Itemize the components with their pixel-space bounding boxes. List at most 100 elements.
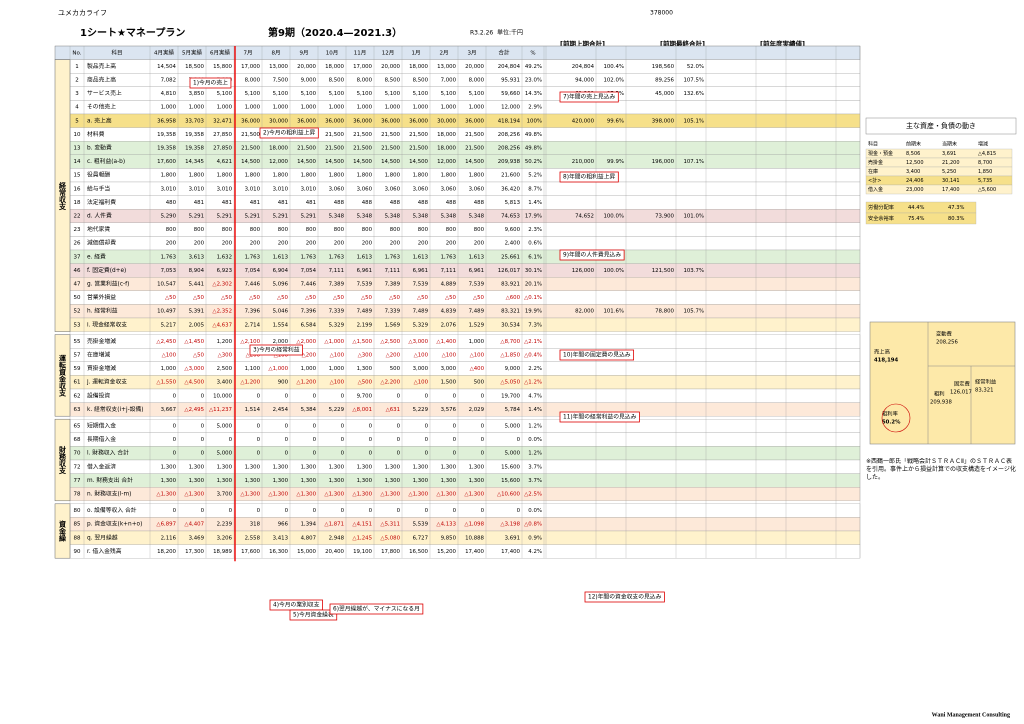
cell: 5,291 <box>301 214 316 220</box>
cell: 21,500 <box>409 132 428 138</box>
cell: 10,547 <box>157 282 176 288</box>
cell: 800 <box>334 227 345 233</box>
cell: 2,000 <box>273 339 289 345</box>
side-cell: 8,506 <box>906 151 920 157</box>
cell: 1,800 <box>385 173 401 179</box>
cell: 0.0% <box>528 508 542 514</box>
extra-cell: 107.1% <box>683 159 704 165</box>
cell: 0 <box>453 451 457 457</box>
cell: 18,000 <box>437 146 456 152</box>
cell: 1,529 <box>469 322 485 328</box>
cell: 36,958 <box>157 118 176 124</box>
cell: 32,471 <box>213 118 232 124</box>
cell: 5,100 <box>469 91 485 97</box>
cell: 0 <box>257 393 261 399</box>
cell: △2.1% <box>524 339 542 345</box>
date: R3.2.26 <box>470 30 493 37</box>
cell: 1,300 <box>245 478 261 484</box>
cell: 488 <box>362 200 373 206</box>
cell: 0 <box>173 508 177 514</box>
cell: 200 <box>418 241 429 247</box>
cell: 1,800 <box>357 173 373 179</box>
row-label: h. 経常利益 <box>87 307 118 315</box>
cell: 7,539 <box>413 282 429 288</box>
cell: △1,300 <box>268 492 288 498</box>
cell: 3,576 <box>441 407 457 413</box>
cell: 30,000 <box>269 118 288 124</box>
annotation: 1)今月の売上 <box>193 79 228 87</box>
row-label: 商品売上高 <box>87 76 116 84</box>
side-cell: 5,735 <box>978 178 992 184</box>
cell: 14,504 <box>157 64 176 70</box>
cell: 4,810 <box>161 91 177 97</box>
cell: 1,000 <box>161 105 177 111</box>
cell: 900 <box>278 380 289 386</box>
row-label: d. 人件費 <box>87 212 112 220</box>
extra-cell: 78,800 <box>655 309 674 315</box>
cell: 8,904 <box>189 268 205 274</box>
cell: 481 <box>222 200 232 206</box>
cell: 208,256 <box>498 132 521 138</box>
cell: 5,441 <box>189 282 204 288</box>
cell: △0.1% <box>524 295 542 301</box>
cell: 6,923 <box>217 268 232 274</box>
cell: 12,000 <box>437 159 456 165</box>
extra-cell: 102.0% <box>603 78 624 84</box>
cell: 14,500 <box>297 159 316 165</box>
cell: 1,000 <box>441 105 457 111</box>
cell: 27,850 <box>213 132 232 138</box>
cell: 0 <box>481 437 485 443</box>
cell: △0.4% <box>524 353 542 359</box>
cell: 3,000 <box>413 366 429 372</box>
annotation: 6)翌月繰越が、マイナスになる月 <box>333 605 420 613</box>
cell: 2.2% <box>528 366 542 372</box>
cell: 0 <box>285 393 289 399</box>
cell: 1,000 <box>329 105 345 111</box>
cell: 0 <box>341 451 345 457</box>
cell: 7,539 <box>357 282 373 288</box>
extra-cell: 210,000 <box>572 159 595 165</box>
row-no: 13 <box>74 146 81 152</box>
structure-text: 208,256 <box>936 340 959 346</box>
footer: Wani Management Consulting <box>932 712 1010 718</box>
row <box>69 222 861 237</box>
cell: 2,714 <box>245 322 261 328</box>
annotation-box <box>259 127 319 139</box>
cell: 8,500 <box>413 78 429 84</box>
cell: 12,000 <box>501 105 520 111</box>
cell: 0 <box>257 508 261 514</box>
cell: 5,329 <box>329 322 345 328</box>
cell: 18,200 <box>157 549 176 555</box>
cell: 0 <box>313 437 317 443</box>
ratio-cell: 75.4% <box>908 216 925 222</box>
cell: 1,000 <box>161 366 177 372</box>
structure-text: 変動費 <box>936 330 952 338</box>
cell: 18,000 <box>325 64 344 70</box>
cell: △100 <box>414 380 429 386</box>
structure-text: 418,194 <box>874 358 898 364</box>
note: ※西鶴一郎氏「戦略会計ＳＴＲＡＣⅡ」のＳＴＲＡＣ表を引用。事件上から損益計算での… <box>866 458 1016 481</box>
cell: △10,600 <box>497 492 521 498</box>
cell: 0 <box>517 508 521 514</box>
cell: 0 <box>369 437 373 443</box>
extra-cell: 100.0% <box>603 268 624 274</box>
row-no: 88 <box>74 535 81 541</box>
cell: 5,100 <box>385 91 401 97</box>
column-header: 9月 <box>300 49 309 56</box>
cell: 1,514 <box>245 407 261 413</box>
cell: 3,000 <box>441 366 457 372</box>
row <box>69 432 861 447</box>
row-label: 役員報酬 <box>87 171 110 179</box>
cell: △1,500 <box>352 339 372 345</box>
cell: 30,000 <box>437 118 456 124</box>
cell: 7,489 <box>357 309 373 315</box>
cell: 2,076 <box>441 322 457 328</box>
annotation-box <box>289 609 338 621</box>
cell: 4.7% <box>528 393 542 399</box>
cell: 0 <box>173 424 177 430</box>
cell: 3.7% <box>528 478 542 484</box>
structure-text: 209,938 <box>930 400 953 406</box>
cell: 83,321 <box>501 309 520 315</box>
column-header: 4月実績 <box>154 48 174 56</box>
cell: 14,345 <box>185 159 204 165</box>
